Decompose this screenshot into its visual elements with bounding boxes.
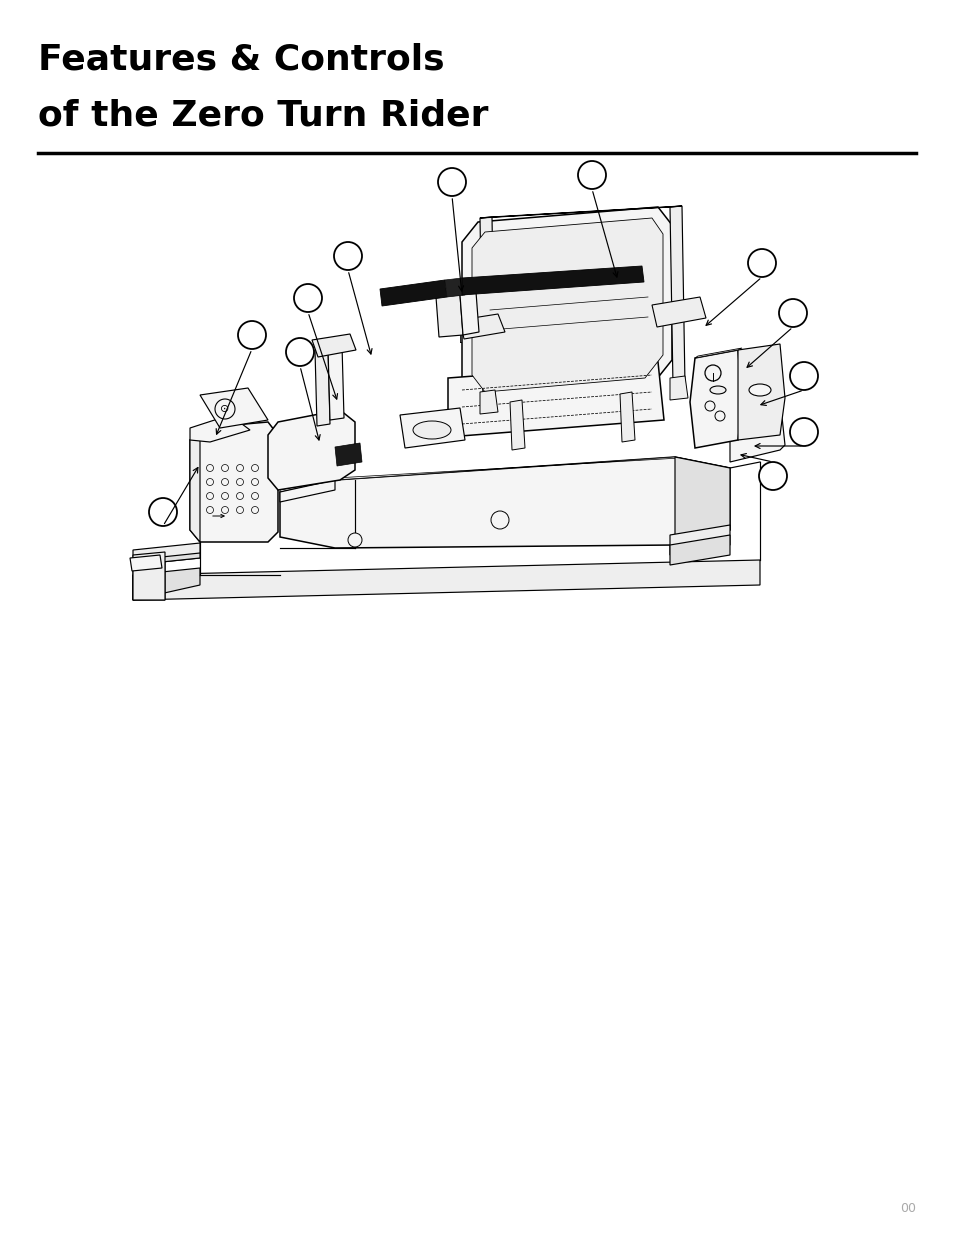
Circle shape	[252, 506, 258, 514]
Circle shape	[491, 511, 509, 529]
Polygon shape	[669, 535, 729, 564]
Polygon shape	[510, 400, 524, 450]
Polygon shape	[619, 391, 635, 442]
Ellipse shape	[709, 387, 725, 394]
Circle shape	[704, 366, 720, 382]
Circle shape	[221, 506, 229, 514]
Polygon shape	[132, 557, 165, 600]
Polygon shape	[132, 568, 200, 600]
Polygon shape	[130, 555, 162, 571]
Polygon shape	[280, 457, 729, 548]
Circle shape	[237, 321, 266, 350]
Ellipse shape	[748, 384, 770, 396]
Circle shape	[236, 493, 243, 499]
Circle shape	[759, 462, 786, 490]
Polygon shape	[436, 295, 462, 337]
Polygon shape	[669, 206, 684, 387]
Circle shape	[286, 338, 314, 366]
Polygon shape	[335, 443, 361, 466]
Circle shape	[214, 399, 234, 419]
Circle shape	[236, 478, 243, 485]
Ellipse shape	[413, 421, 451, 438]
Circle shape	[747, 249, 775, 277]
Circle shape	[334, 242, 361, 270]
Polygon shape	[132, 553, 200, 564]
Polygon shape	[651, 296, 705, 327]
Polygon shape	[675, 457, 729, 545]
Polygon shape	[479, 390, 497, 414]
Polygon shape	[669, 375, 687, 400]
Polygon shape	[268, 410, 355, 490]
Circle shape	[789, 362, 817, 390]
Polygon shape	[472, 219, 662, 391]
Circle shape	[437, 168, 465, 196]
Circle shape	[206, 493, 213, 499]
Text: 00: 00	[899, 1202, 915, 1215]
Polygon shape	[689, 350, 741, 448]
Polygon shape	[190, 415, 250, 442]
Polygon shape	[695, 348, 741, 358]
Polygon shape	[738, 345, 784, 440]
Polygon shape	[132, 552, 165, 600]
Polygon shape	[461, 207, 671, 400]
Circle shape	[704, 401, 714, 411]
Text: Features & Controls: Features & Controls	[38, 42, 444, 77]
Circle shape	[294, 284, 322, 312]
Circle shape	[252, 464, 258, 472]
Polygon shape	[479, 217, 495, 401]
Polygon shape	[444, 278, 464, 296]
Text: ⊙: ⊙	[220, 404, 230, 414]
Polygon shape	[669, 525, 729, 555]
Polygon shape	[280, 457, 729, 492]
Polygon shape	[280, 480, 335, 501]
Polygon shape	[190, 429, 200, 542]
Circle shape	[779, 299, 806, 327]
Polygon shape	[312, 333, 355, 357]
Polygon shape	[399, 408, 464, 448]
Polygon shape	[448, 362, 663, 437]
Polygon shape	[479, 206, 681, 219]
Circle shape	[149, 498, 177, 526]
Circle shape	[206, 464, 213, 472]
Polygon shape	[379, 280, 447, 306]
Polygon shape	[461, 266, 643, 295]
Circle shape	[206, 506, 213, 514]
Polygon shape	[328, 345, 344, 420]
Polygon shape	[729, 398, 784, 462]
Circle shape	[714, 411, 724, 421]
Polygon shape	[132, 559, 760, 600]
Circle shape	[236, 506, 243, 514]
Circle shape	[789, 417, 817, 446]
Circle shape	[252, 478, 258, 485]
Circle shape	[221, 493, 229, 499]
Circle shape	[578, 161, 605, 189]
Text: of the Zero Turn Rider: of the Zero Turn Rider	[38, 99, 488, 133]
Circle shape	[348, 534, 361, 547]
Polygon shape	[459, 291, 478, 335]
Polygon shape	[190, 422, 277, 542]
Circle shape	[252, 493, 258, 499]
Polygon shape	[459, 314, 504, 338]
Polygon shape	[132, 543, 200, 564]
Circle shape	[221, 464, 229, 472]
Polygon shape	[314, 348, 330, 426]
Polygon shape	[200, 388, 268, 429]
Circle shape	[236, 464, 243, 472]
Circle shape	[206, 478, 213, 485]
Circle shape	[221, 478, 229, 485]
